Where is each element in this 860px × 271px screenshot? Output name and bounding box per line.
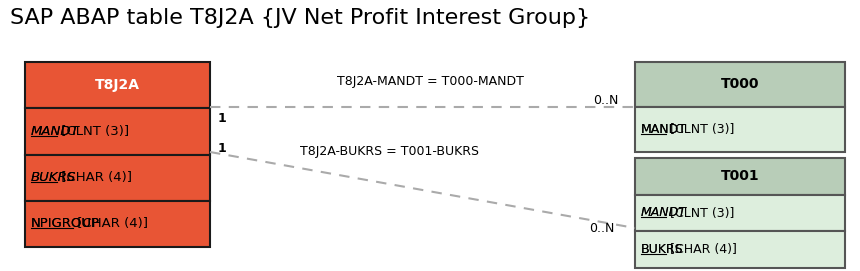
Text: BUKRS: BUKRS — [641, 243, 684, 256]
Text: 0..N: 0..N — [593, 93, 619, 107]
Text: 1: 1 — [218, 141, 227, 154]
Bar — [25, 62, 210, 108]
Text: MANDT: MANDT — [641, 123, 687, 136]
Text: NPIGROUP: NPIGROUP — [31, 217, 100, 230]
Text: MANDT: MANDT — [641, 207, 687, 220]
Text: [CLNT (3)]: [CLNT (3)] — [57, 125, 129, 138]
Text: MANDT: MANDT — [31, 125, 80, 138]
Text: T8J2A-MANDT = T000-MANDT: T8J2A-MANDT = T000-MANDT — [336, 75, 524, 88]
Text: [CHAR (4)]: [CHAR (4)] — [73, 217, 148, 230]
Bar — [25, 201, 210, 247]
Text: 0..N: 0..N — [588, 221, 614, 234]
Text: MANDT: MANDT — [641, 207, 687, 220]
Text: [CHAR (4)]: [CHAR (4)] — [57, 171, 132, 184]
Text: T8J2A-BUKRS = T001-BUKRS: T8J2A-BUKRS = T001-BUKRS — [300, 145, 480, 158]
Text: BUKRS: BUKRS — [31, 171, 77, 184]
Text: [CHAR (4)]: [CHAR (4)] — [666, 243, 737, 256]
Bar — [25, 108, 210, 154]
Bar — [635, 195, 845, 231]
Text: T001: T001 — [721, 169, 759, 183]
Text: T000: T000 — [721, 78, 759, 92]
Bar — [635, 62, 845, 107]
Bar — [635, 158, 845, 195]
Text: BUKRS: BUKRS — [641, 243, 684, 256]
Text: [CLNT (3)]: [CLNT (3)] — [666, 123, 734, 136]
Text: NPIGROUP: NPIGROUP — [31, 217, 100, 230]
Text: [CLNT (3)]: [CLNT (3)] — [666, 207, 734, 220]
Text: SAP ABAP table T8J2A {JV Net Profit Interest Group}: SAP ABAP table T8J2A {JV Net Profit Inte… — [10, 8, 590, 28]
Bar — [635, 231, 845, 268]
Text: BUKRS: BUKRS — [31, 171, 77, 184]
Bar — [25, 154, 210, 201]
Bar — [635, 107, 845, 152]
Text: 1: 1 — [218, 111, 227, 124]
Text: T8J2A: T8J2A — [95, 78, 140, 92]
Text: MANDT: MANDT — [31, 125, 80, 138]
Text: MANDT: MANDT — [641, 123, 687, 136]
